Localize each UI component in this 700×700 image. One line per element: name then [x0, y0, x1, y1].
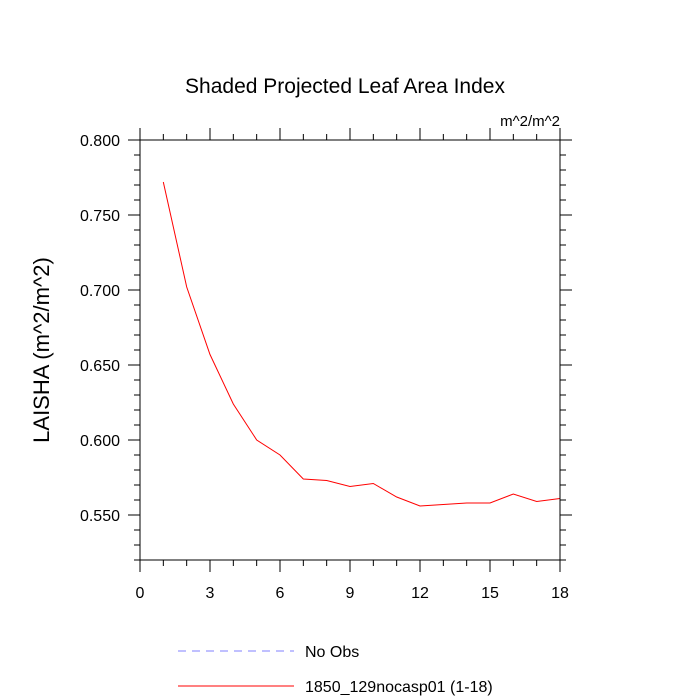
x-tick-label: 12	[411, 585, 429, 602]
x-tick-label: 18	[551, 585, 569, 602]
y-axis-label: LAISHA (m^2/m^2)	[29, 257, 54, 443]
units-label: m^2/m^2	[500, 113, 560, 130]
tick-labels: 0 3 6 9 12 15 18 0.550 0.600 0.650 0.700 0.750 0.800	[80, 133, 569, 602]
axis-ticks	[128, 128, 572, 572]
legend-series-label: 1850_129nocasp01 (1-18)	[305, 679, 493, 696]
y-tick-label: 0.650	[80, 358, 120, 375]
data-series	[162, 181, 561, 507]
x-tick-label: 3	[206, 585, 215, 602]
x-tick-label: 0	[136, 585, 145, 602]
plot-frame	[139, 139, 561, 561]
x-tick-label: 9	[346, 585, 355, 602]
series-line	[162, 181, 561, 507]
x-tick-label: 6	[276, 585, 285, 602]
chart-title: Shaded Projected Leaf Area Index	[185, 75, 505, 98]
x-tick-label: 15	[481, 585, 499, 602]
y-tick-label: 0.550	[80, 508, 120, 525]
legend: No Obs 1850_129nocasp01 (1-18)	[178, 644, 493, 696]
y-tick-label: 0.800	[80, 133, 120, 150]
legend-no-obs-label: No Obs	[305, 644, 359, 661]
y-tick-label: 0.600	[80, 433, 120, 450]
y-tick-label: 0.750	[80, 208, 120, 225]
y-tick-label: 0.700	[80, 283, 120, 300]
